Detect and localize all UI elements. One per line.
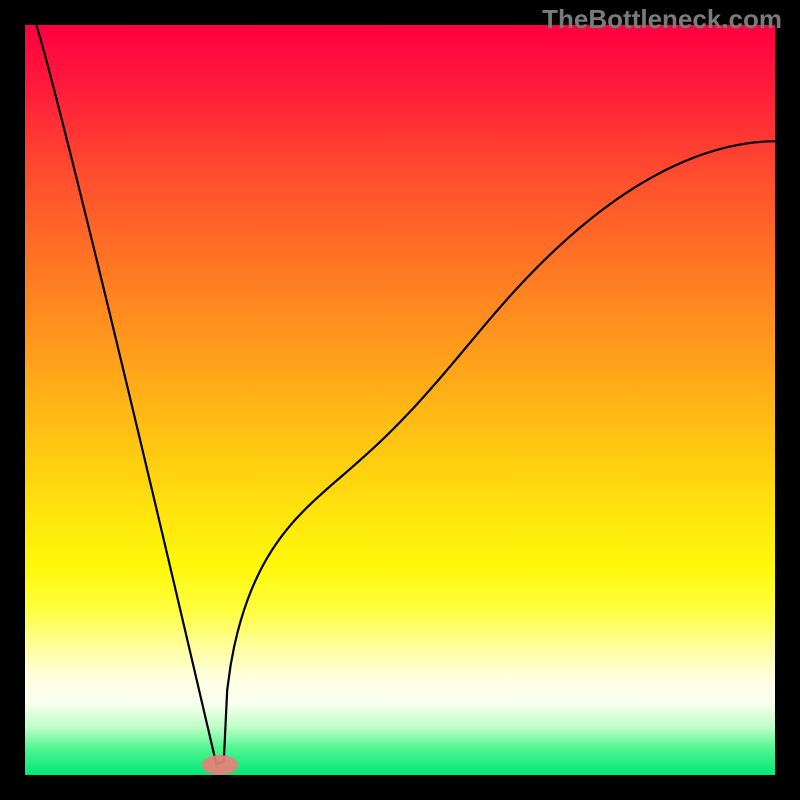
gradient-background (25, 25, 775, 775)
minimum-marker (202, 755, 238, 775)
watermark-text: TheBottleneck.com (542, 4, 782, 35)
plot-area (25, 25, 775, 775)
plot-svg (25, 25, 775, 775)
chart-container: TheBottleneck.com (0, 0, 800, 800)
